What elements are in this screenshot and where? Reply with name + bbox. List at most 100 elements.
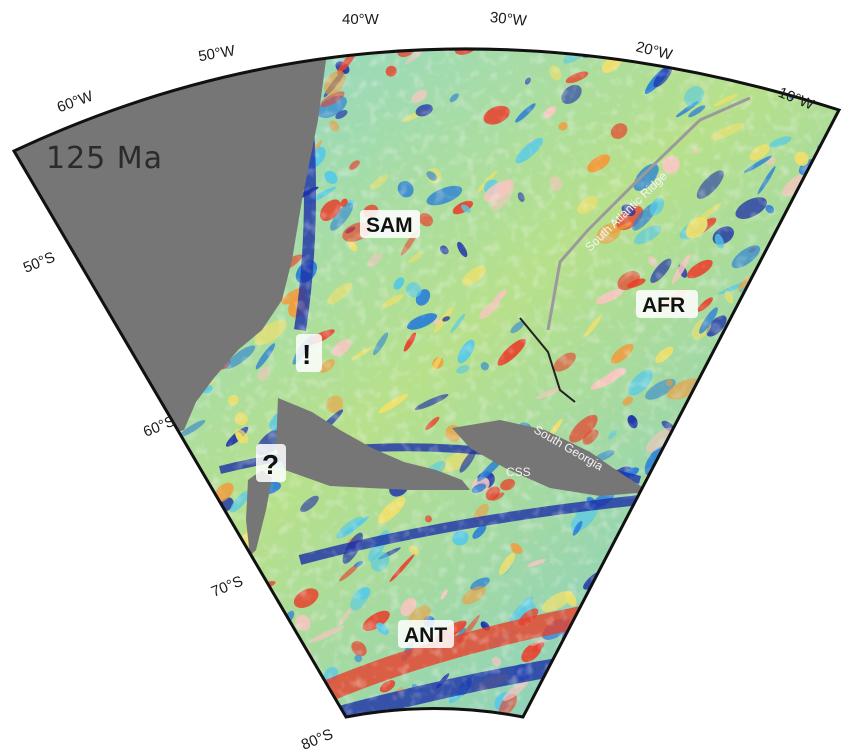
anomaly-blob <box>559 674 573 688</box>
anomaly-blob <box>803 602 823 625</box>
anomaly-blob <box>650 492 660 503</box>
anomaly-blob <box>698 710 707 718</box>
anomaly-blob <box>579 18 595 32</box>
anomaly-blob <box>316 48 335 55</box>
anomaly-blob <box>779 441 789 453</box>
anomaly-blob <box>821 196 837 215</box>
continent-ant-peninsula <box>246 470 272 556</box>
anomaly-blob <box>793 558 816 588</box>
anomaly-blob <box>707 596 727 612</box>
anomaly-blob <box>733 410 759 427</box>
anomaly-blob <box>818 569 832 583</box>
anomaly-blob <box>594 585 612 603</box>
anomaly-blob <box>667 490 685 507</box>
anomaly-blob <box>705 463 726 482</box>
anomaly-blob <box>670 546 690 575</box>
anomaly-blob <box>726 688 733 695</box>
anomaly-blob <box>744 629 762 644</box>
anomaly-blob <box>691 564 710 587</box>
lat-label-60s: 60°S <box>141 413 178 441</box>
anomaly-blob <box>626 587 637 599</box>
anomaly-blob <box>152 685 164 698</box>
anomaly-blob <box>651 619 674 648</box>
lon-label-60w: 60°W <box>55 87 96 116</box>
anomaly-blob <box>661 676 689 704</box>
anomaly-blob <box>466 30 489 49</box>
anomaly-blob <box>813 508 839 532</box>
anomaly-blob <box>168 477 197 501</box>
anomaly-blob <box>791 464 804 477</box>
anomaly-blob <box>774 526 796 554</box>
anomaly-blob <box>752 645 770 663</box>
marker-exclamation: ! <box>302 339 311 370</box>
continent-falkland-block <box>276 398 470 490</box>
anomaly-blob <box>820 373 839 401</box>
anomaly-blob <box>702 592 723 616</box>
anomaly-blob <box>689 427 707 451</box>
anomaly-blob <box>639 704 666 718</box>
anomaly-blob <box>243 607 253 623</box>
anomaly-blob <box>229 600 239 608</box>
anomaly-blob <box>673 621 687 637</box>
anomaly-blob <box>146 517 178 540</box>
anomaly-blob <box>610 657 640 681</box>
anomaly-blob <box>234 631 247 643</box>
anomaly-blob <box>148 604 160 613</box>
anomaly-blob <box>159 480 180 502</box>
anomaly-blob <box>668 626 691 643</box>
anomaly-blob <box>264 48 297 55</box>
lat-label-80s: 80°S <box>299 726 336 749</box>
anomaly-blob <box>824 280 839 308</box>
anomaly-blob <box>807 563 824 580</box>
anomaly-blob <box>821 14 840 33</box>
anomaly-blob <box>711 486 724 500</box>
anomaly-blob <box>801 578 811 589</box>
lon-label-30w: 30°W <box>489 9 528 30</box>
anomaly-blob <box>574 679 605 701</box>
anomaly-blob <box>830 539 839 555</box>
anomaly-blob <box>612 612 630 635</box>
anomaly-blob <box>159 471 176 488</box>
anomaly-blob <box>823 147 839 167</box>
anomaly-blob <box>684 48 709 56</box>
anomaly-blob <box>786 65 810 84</box>
anomaly-blob <box>626 615 640 632</box>
anomaly-blob <box>756 497 784 514</box>
anomaly-blob <box>745 579 767 600</box>
anomaly-blob <box>721 549 731 562</box>
label-halo-sam <box>360 210 420 238</box>
anomaly-blob <box>798 521 813 532</box>
anomaly-blob <box>653 690 676 715</box>
anomaly-blob <box>638 591 671 615</box>
anomaly-blob <box>771 595 785 613</box>
anomaly-blob <box>786 14 820 45</box>
anomaly-blob <box>236 48 253 63</box>
anomaly-blob <box>808 236 825 252</box>
anomaly-blob <box>153 510 163 521</box>
anomaly-blob <box>776 231 798 248</box>
anomaly-blob <box>254 610 279 641</box>
anomaly-blob <box>146 25 160 39</box>
anomaly-blob <box>164 480 185 507</box>
anomaly-blob <box>235 596 259 619</box>
anomaly-blob <box>741 709 751 716</box>
anomaly-blob <box>714 712 726 718</box>
anomaly-blob <box>176 551 195 572</box>
anomaly-blob <box>684 48 712 55</box>
anomaly-blob <box>827 597 839 611</box>
feature-label-css: CSS <box>506 465 531 479</box>
anomaly-blob <box>752 402 763 412</box>
anomaly-blob <box>147 544 162 561</box>
anomaly-blob <box>771 315 787 331</box>
anomaly-blob <box>663 573 692 594</box>
anomaly-blob <box>771 561 785 573</box>
anomaly-blob <box>681 545 711 564</box>
marker-question: ? <box>262 449 279 480</box>
anomaly-blob <box>757 633 781 651</box>
anomaly-blob <box>586 638 615 653</box>
plate-label-ant: ANT <box>404 624 447 647</box>
lon-label-20w: 20°W <box>634 38 675 64</box>
anomaly-blob <box>202 677 234 702</box>
anomaly-blob <box>814 656 826 668</box>
anomaly-blob <box>816 525 831 541</box>
